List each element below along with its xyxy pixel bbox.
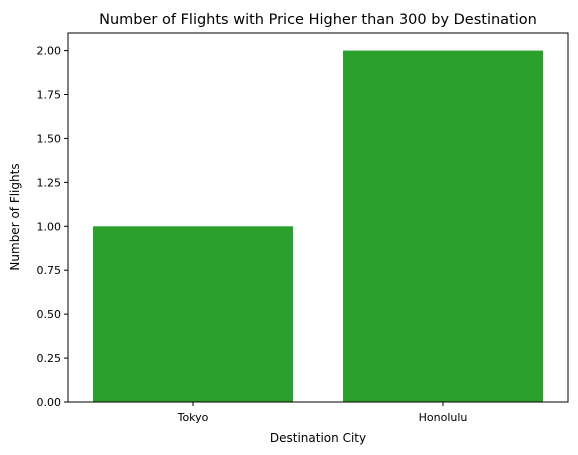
y-axis-label: Number of Flights (8, 163, 22, 270)
plot-frame (67, 32, 569, 403)
chart-title: Number of Flights with Price Higher than… (99, 12, 537, 28)
y-axis: 0.00 0.25 0.50 0.75 1.00 1.25 1.50 1.75 2.00 (37, 45, 68, 409)
bar-honolulu (343, 50, 543, 402)
y-tick-label: 1.75 (37, 89, 62, 102)
x-axis-label: Destination City (270, 431, 366, 445)
bars-group (93, 50, 543, 402)
x-tick-label: Honolulu (419, 411, 468, 424)
y-tick-label: 0.00 (37, 396, 62, 409)
y-tick-label: 2.00 (37, 45, 62, 58)
x-axis: Tokyo Honolulu (177, 402, 468, 424)
y-tick-label: 1.00 (37, 220, 62, 233)
y-tick-label: 1.25 (37, 176, 62, 189)
y-tick-label: 0.75 (37, 264, 62, 277)
y-tick-label: 0.25 (37, 352, 62, 365)
bar-tokyo (93, 226, 293, 402)
y-tick-label: 1.50 (37, 132, 62, 145)
x-tick-label: Tokyo (177, 411, 209, 424)
y-tick-label: 0.50 (37, 308, 62, 321)
